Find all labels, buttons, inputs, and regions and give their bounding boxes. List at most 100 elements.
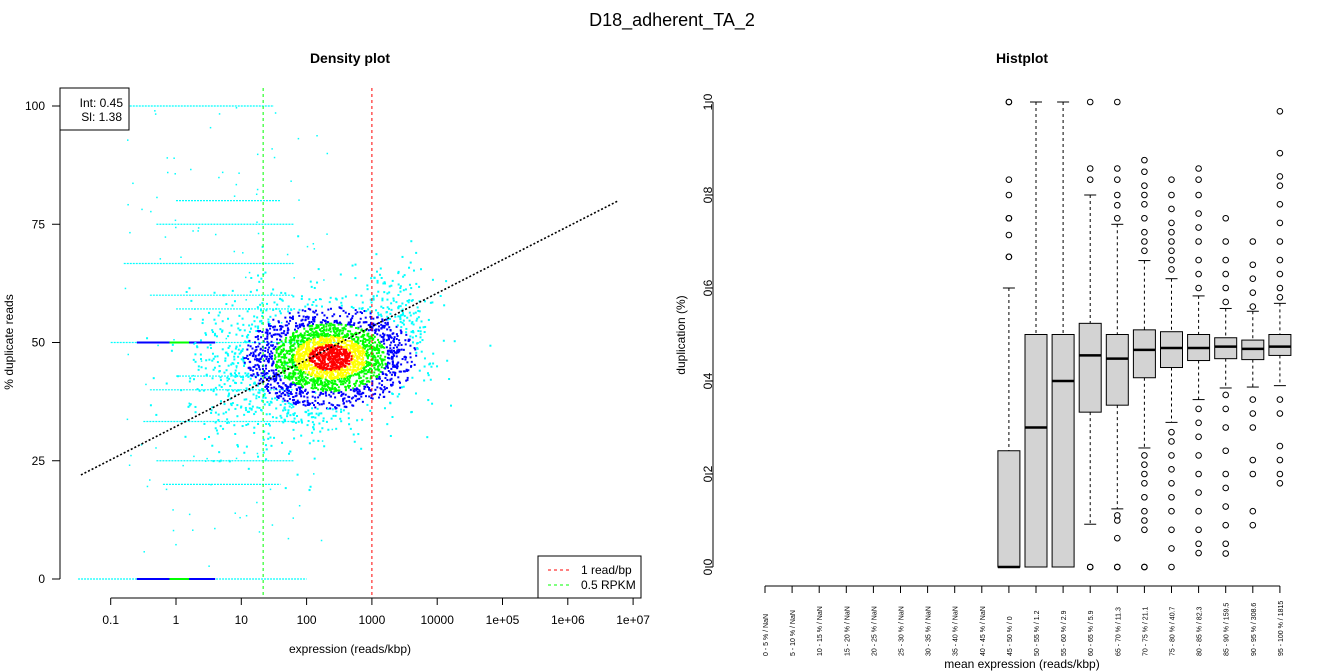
box-9 <box>997 98 1021 569</box>
density-point <box>356 348 359 351</box>
x-tick-label: 95 - 100 % / 1815 <box>1278 601 1285 656</box>
density-point <box>184 435 187 438</box>
density-point <box>228 460 231 463</box>
density-point <box>307 317 310 320</box>
density-point <box>318 422 321 425</box>
density-point <box>345 324 348 327</box>
density-point <box>250 276 253 279</box>
density-point <box>412 331 415 334</box>
density-point <box>406 299 409 302</box>
density-point <box>342 399 345 402</box>
density-point <box>214 411 217 414</box>
density-point <box>308 349 311 352</box>
density-point <box>371 397 374 400</box>
density-point <box>247 467 250 470</box>
density-point <box>270 444 273 447</box>
density-point <box>336 374 339 377</box>
density-point <box>264 372 267 375</box>
density-point <box>313 346 316 349</box>
density-point <box>412 269 415 272</box>
density-point <box>328 380 331 383</box>
density-point <box>214 386 217 389</box>
density-point <box>263 369 266 372</box>
density-point <box>339 362 342 365</box>
density-point <box>214 527 216 530</box>
density-point <box>318 412 321 415</box>
outlier-point <box>1276 480 1284 487</box>
density-point <box>239 344 242 347</box>
density-point <box>340 360 343 363</box>
density-point <box>211 352 214 355</box>
density-point <box>318 340 321 343</box>
density-point <box>267 385 270 388</box>
density-point <box>395 325 398 328</box>
density-point <box>273 386 276 389</box>
density-point <box>322 352 325 355</box>
density-point <box>353 373 356 376</box>
density-point <box>341 376 344 379</box>
density-point <box>274 397 277 400</box>
density-point <box>405 333 408 336</box>
density-point <box>129 231 131 234</box>
density-point <box>280 335 283 338</box>
density-point <box>318 403 321 406</box>
density-point <box>385 365 388 368</box>
density-point <box>373 366 376 369</box>
density-point <box>249 377 252 380</box>
density-point <box>314 343 317 346</box>
density-point <box>307 347 310 350</box>
density-point <box>275 360 278 363</box>
density-point <box>446 359 449 362</box>
density-point <box>143 551 145 553</box>
density-point <box>210 411 213 414</box>
density-point <box>377 369 380 372</box>
density-point <box>405 327 408 330</box>
density-point <box>318 394 321 397</box>
density-point <box>366 385 369 388</box>
outlier-point <box>1195 405 1202 413</box>
density-point <box>291 335 294 338</box>
density-point <box>211 331 214 334</box>
y-tick-label: 25 <box>32 454 46 468</box>
density-point <box>355 347 358 350</box>
density-point <box>271 344 274 347</box>
density-point <box>309 332 312 335</box>
density-point <box>315 325 318 328</box>
density-point <box>189 318 192 321</box>
density-point <box>383 407 386 410</box>
density-point <box>295 382 298 385</box>
density-point <box>304 363 307 366</box>
density-point <box>320 305 323 308</box>
outlier-point <box>1222 284 1229 292</box>
density-point <box>320 539 323 542</box>
density-point <box>384 355 387 358</box>
density-point <box>320 330 323 333</box>
density-point <box>325 420 328 423</box>
outlier-point <box>1141 182 1148 189</box>
density-point <box>342 374 345 377</box>
density-point <box>304 364 307 367</box>
density-point <box>246 310 249 313</box>
density-point <box>415 335 418 338</box>
density-point <box>312 354 315 357</box>
density-point <box>317 324 320 327</box>
density-point <box>302 315 305 318</box>
density-point <box>412 323 415 326</box>
density-point <box>408 299 411 302</box>
density-point <box>372 295 375 298</box>
density-point <box>348 359 351 362</box>
density-point <box>339 417 342 420</box>
density-point <box>333 366 336 369</box>
density-point <box>296 415 299 418</box>
density-point <box>307 409 310 412</box>
density-point <box>316 380 319 383</box>
density-point <box>372 297 375 300</box>
density-point <box>256 501 258 504</box>
density-point <box>335 319 338 322</box>
density-point <box>257 338 260 341</box>
density-point <box>335 320 338 323</box>
density-point <box>251 388 254 391</box>
outlier-point <box>1141 214 1148 222</box>
density-point <box>318 342 321 345</box>
density-point <box>314 396 317 399</box>
